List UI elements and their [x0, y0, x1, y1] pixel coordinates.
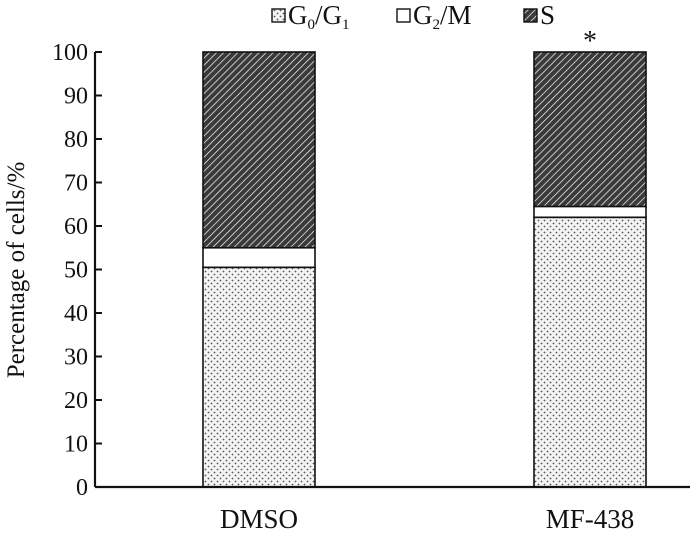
y-axis: 0 10 20 30 40 50 60 70 80 90 100 — [52, 40, 102, 501]
legend-label: G0/G1 — [288, 0, 350, 33]
annotations: * — [583, 26, 597, 57]
legend-swatch — [523, 8, 538, 23]
x-category-label: MF-438 — [546, 504, 635, 534]
bar-segment-g2-m — [202, 246, 316, 269]
bar-segment-g0-g1 — [202, 266, 316, 488]
legend-swatch — [396, 8, 411, 23]
y-tick-label: 80 — [64, 127, 88, 153]
bar-stack-mf-438 — [533, 51, 647, 488]
y-tick-label: 40 — [64, 301, 88, 327]
plot-area — [202, 51, 647, 488]
legend-label: G2/M — [413, 0, 472, 33]
bar-segment-s — [533, 51, 647, 208]
legend-label: S — [540, 0, 555, 30]
y-tick-label: 10 — [64, 432, 88, 458]
y-tick-label: 60 — [64, 214, 88, 240]
x-category-label: DMSO — [220, 504, 298, 534]
y-axis-label: Percentage of cells/% — [3, 162, 30, 379]
y-tick-label: 70 — [64, 171, 88, 197]
bar-stack-dmso — [202, 51, 316, 488]
x-axis: DMSO MF-438 — [95, 485, 690, 534]
y-tick-label: 90 — [64, 84, 88, 110]
legend-item: G2/M — [396, 0, 472, 33]
y-tick-label: 0 — [76, 475, 88, 501]
bar-segment-g0-g1 — [533, 216, 647, 488]
y-tick-label: 20 — [64, 388, 88, 414]
significance-marker: * — [583, 26, 597, 57]
legend: G0/G1 G2/M S — [271, 0, 555, 33]
y-tick-label: 50 — [64, 258, 88, 284]
legend-item: G0/G1 — [271, 0, 350, 33]
legend-item: S — [523, 0, 555, 30]
bar-segment-s — [202, 51, 316, 249]
y-tick-label: 100 — [52, 40, 88, 66]
legend-swatch — [271, 8, 286, 23]
bar-segment-g2-m — [533, 205, 647, 219]
y-tick-label: 30 — [64, 345, 88, 371]
